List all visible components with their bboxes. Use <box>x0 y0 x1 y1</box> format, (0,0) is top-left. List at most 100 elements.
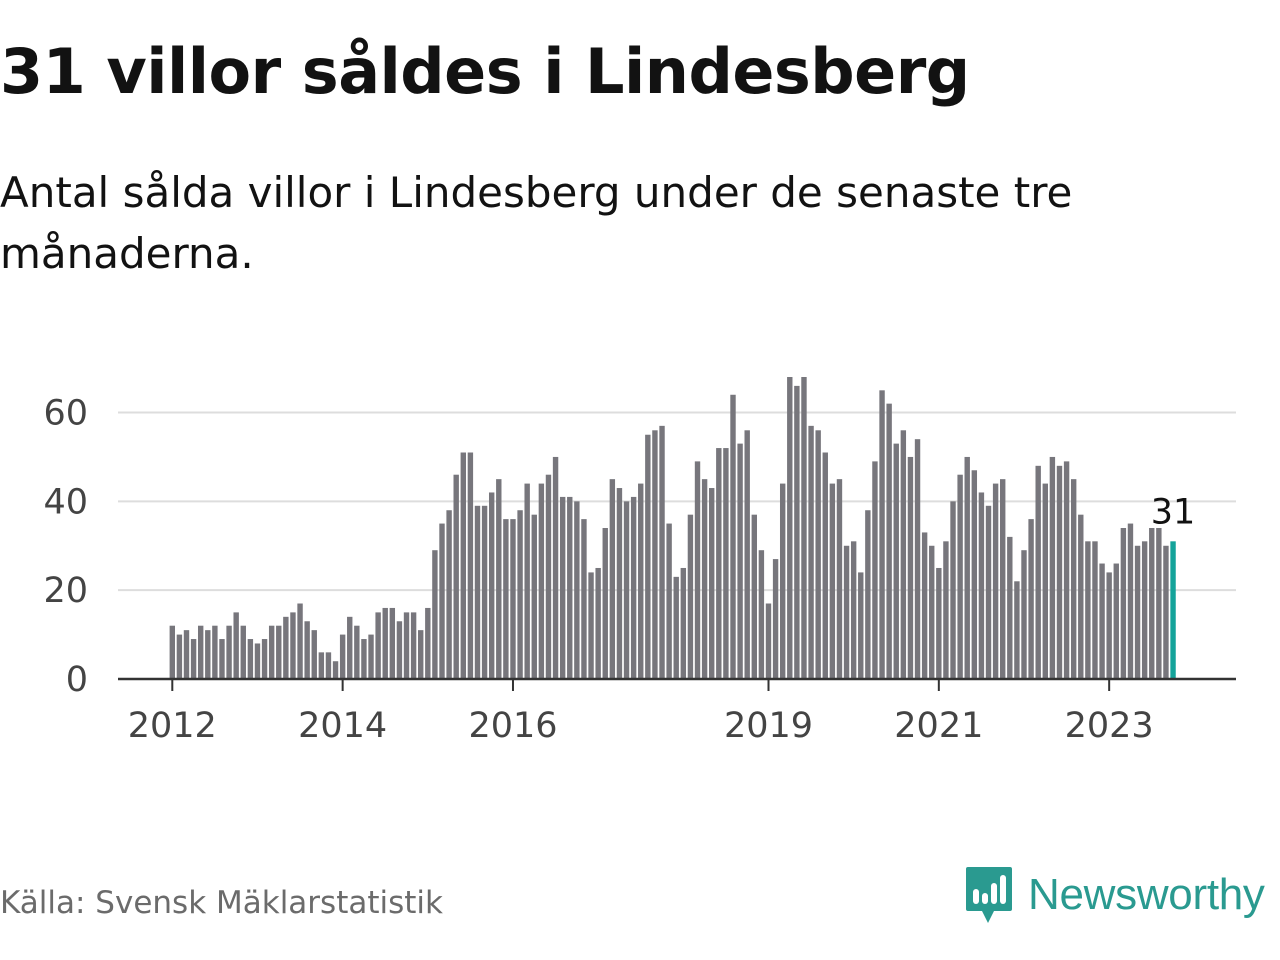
bar <box>183 630 190 679</box>
x-tick-label: 2019 <box>724 706 813 746</box>
bar <box>872 461 878 679</box>
bar <box>936 567 942 679</box>
bar <box>1028 519 1034 679</box>
bar <box>354 625 360 679</box>
bar <box>375 612 381 679</box>
bar <box>212 625 218 679</box>
bar <box>595 567 601 679</box>
bar <box>290 612 296 679</box>
bar <box>858 572 864 679</box>
tick-labels: 0 20 40 60 2012 2014 2016 2019 2021 2023 31 <box>43 394 1195 746</box>
bar <box>723 448 729 679</box>
bar <box>1014 581 1020 679</box>
bar <box>283 616 289 679</box>
bar <box>1063 461 1070 679</box>
bar <box>886 403 892 679</box>
bar <box>616 488 623 679</box>
bar <box>751 514 757 679</box>
bar <box>318 652 325 679</box>
bar <box>1042 483 1048 679</box>
x-tick-label: 2012 <box>128 706 217 746</box>
bar <box>787 377 793 679</box>
bar <box>1035 465 1041 679</box>
bar <box>978 492 985 679</box>
chart-subtitle: Antal sålda villor i Lindesberg under de… <box>0 168 1073 278</box>
bar <box>659 425 665 679</box>
bar <box>822 452 828 679</box>
bar <box>481 505 488 679</box>
last-value-label: 31 <box>1151 492 1196 532</box>
bar <box>403 612 410 679</box>
bar <box>432 550 438 679</box>
bar <box>666 523 672 679</box>
bar <box>467 452 474 679</box>
bar <box>730 394 736 679</box>
bar <box>545 474 552 679</box>
bar <box>843 545 850 679</box>
bar <box>652 430 658 679</box>
bar <box>687 514 694 679</box>
bar <box>205 630 211 679</box>
bar <box>1163 545 1169 679</box>
bar <box>701 479 708 679</box>
bar <box>779 483 786 679</box>
bar <box>510 519 516 679</box>
bar <box>609 479 616 679</box>
bar <box>574 501 580 679</box>
bar <box>1149 528 1155 679</box>
bar <box>418 630 424 679</box>
bar <box>304 621 310 679</box>
bar <box>1156 528 1162 679</box>
bar <box>311 630 317 679</box>
bar <box>219 639 225 679</box>
bar <box>382 607 388 679</box>
bar <box>233 612 239 679</box>
bars <box>169 377 1176 679</box>
bar <box>332 661 339 679</box>
bar <box>474 505 481 679</box>
bar <box>581 519 587 679</box>
bar <box>268 625 275 679</box>
bar <box>389 607 396 679</box>
bar <box>190 639 197 679</box>
bar <box>850 541 857 679</box>
bar <box>865 510 871 679</box>
y-tick-label: 0 <box>66 660 88 700</box>
bar <box>1000 479 1006 679</box>
bar <box>1092 541 1098 679</box>
bar <box>538 483 545 679</box>
bar <box>758 550 765 679</box>
bar <box>1070 479 1077 679</box>
bar <box>765 603 772 679</box>
brand-name: Newsworthy <box>1028 870 1265 919</box>
x-tick-label: 2016 <box>468 706 557 746</box>
bar <box>197 625 204 679</box>
bar <box>1085 541 1091 679</box>
bar <box>694 461 701 679</box>
bar <box>794 385 800 679</box>
bar <box>673 576 679 679</box>
bar <box>254 643 261 679</box>
x-tick-label: 2023 <box>1065 706 1154 746</box>
x-tick-label: 2021 <box>894 706 983 746</box>
bar <box>460 452 466 679</box>
bar <box>680 567 687 679</box>
bar <box>744 430 750 679</box>
source-note: Källa: Svensk Mäklarstatistik <box>0 885 443 921</box>
bar <box>325 652 332 679</box>
bar <box>503 519 509 679</box>
bar <box>801 377 807 679</box>
bar <box>588 572 594 679</box>
bar <box>737 443 743 679</box>
bar <box>1106 572 1112 679</box>
bar <box>893 443 899 679</box>
bar <box>1078 514 1084 679</box>
bar <box>985 505 992 679</box>
bar <box>709 488 715 679</box>
bar <box>517 510 523 679</box>
bar <box>645 434 651 679</box>
bar <box>276 625 282 679</box>
bar <box>439 523 445 679</box>
bar <box>638 483 644 679</box>
